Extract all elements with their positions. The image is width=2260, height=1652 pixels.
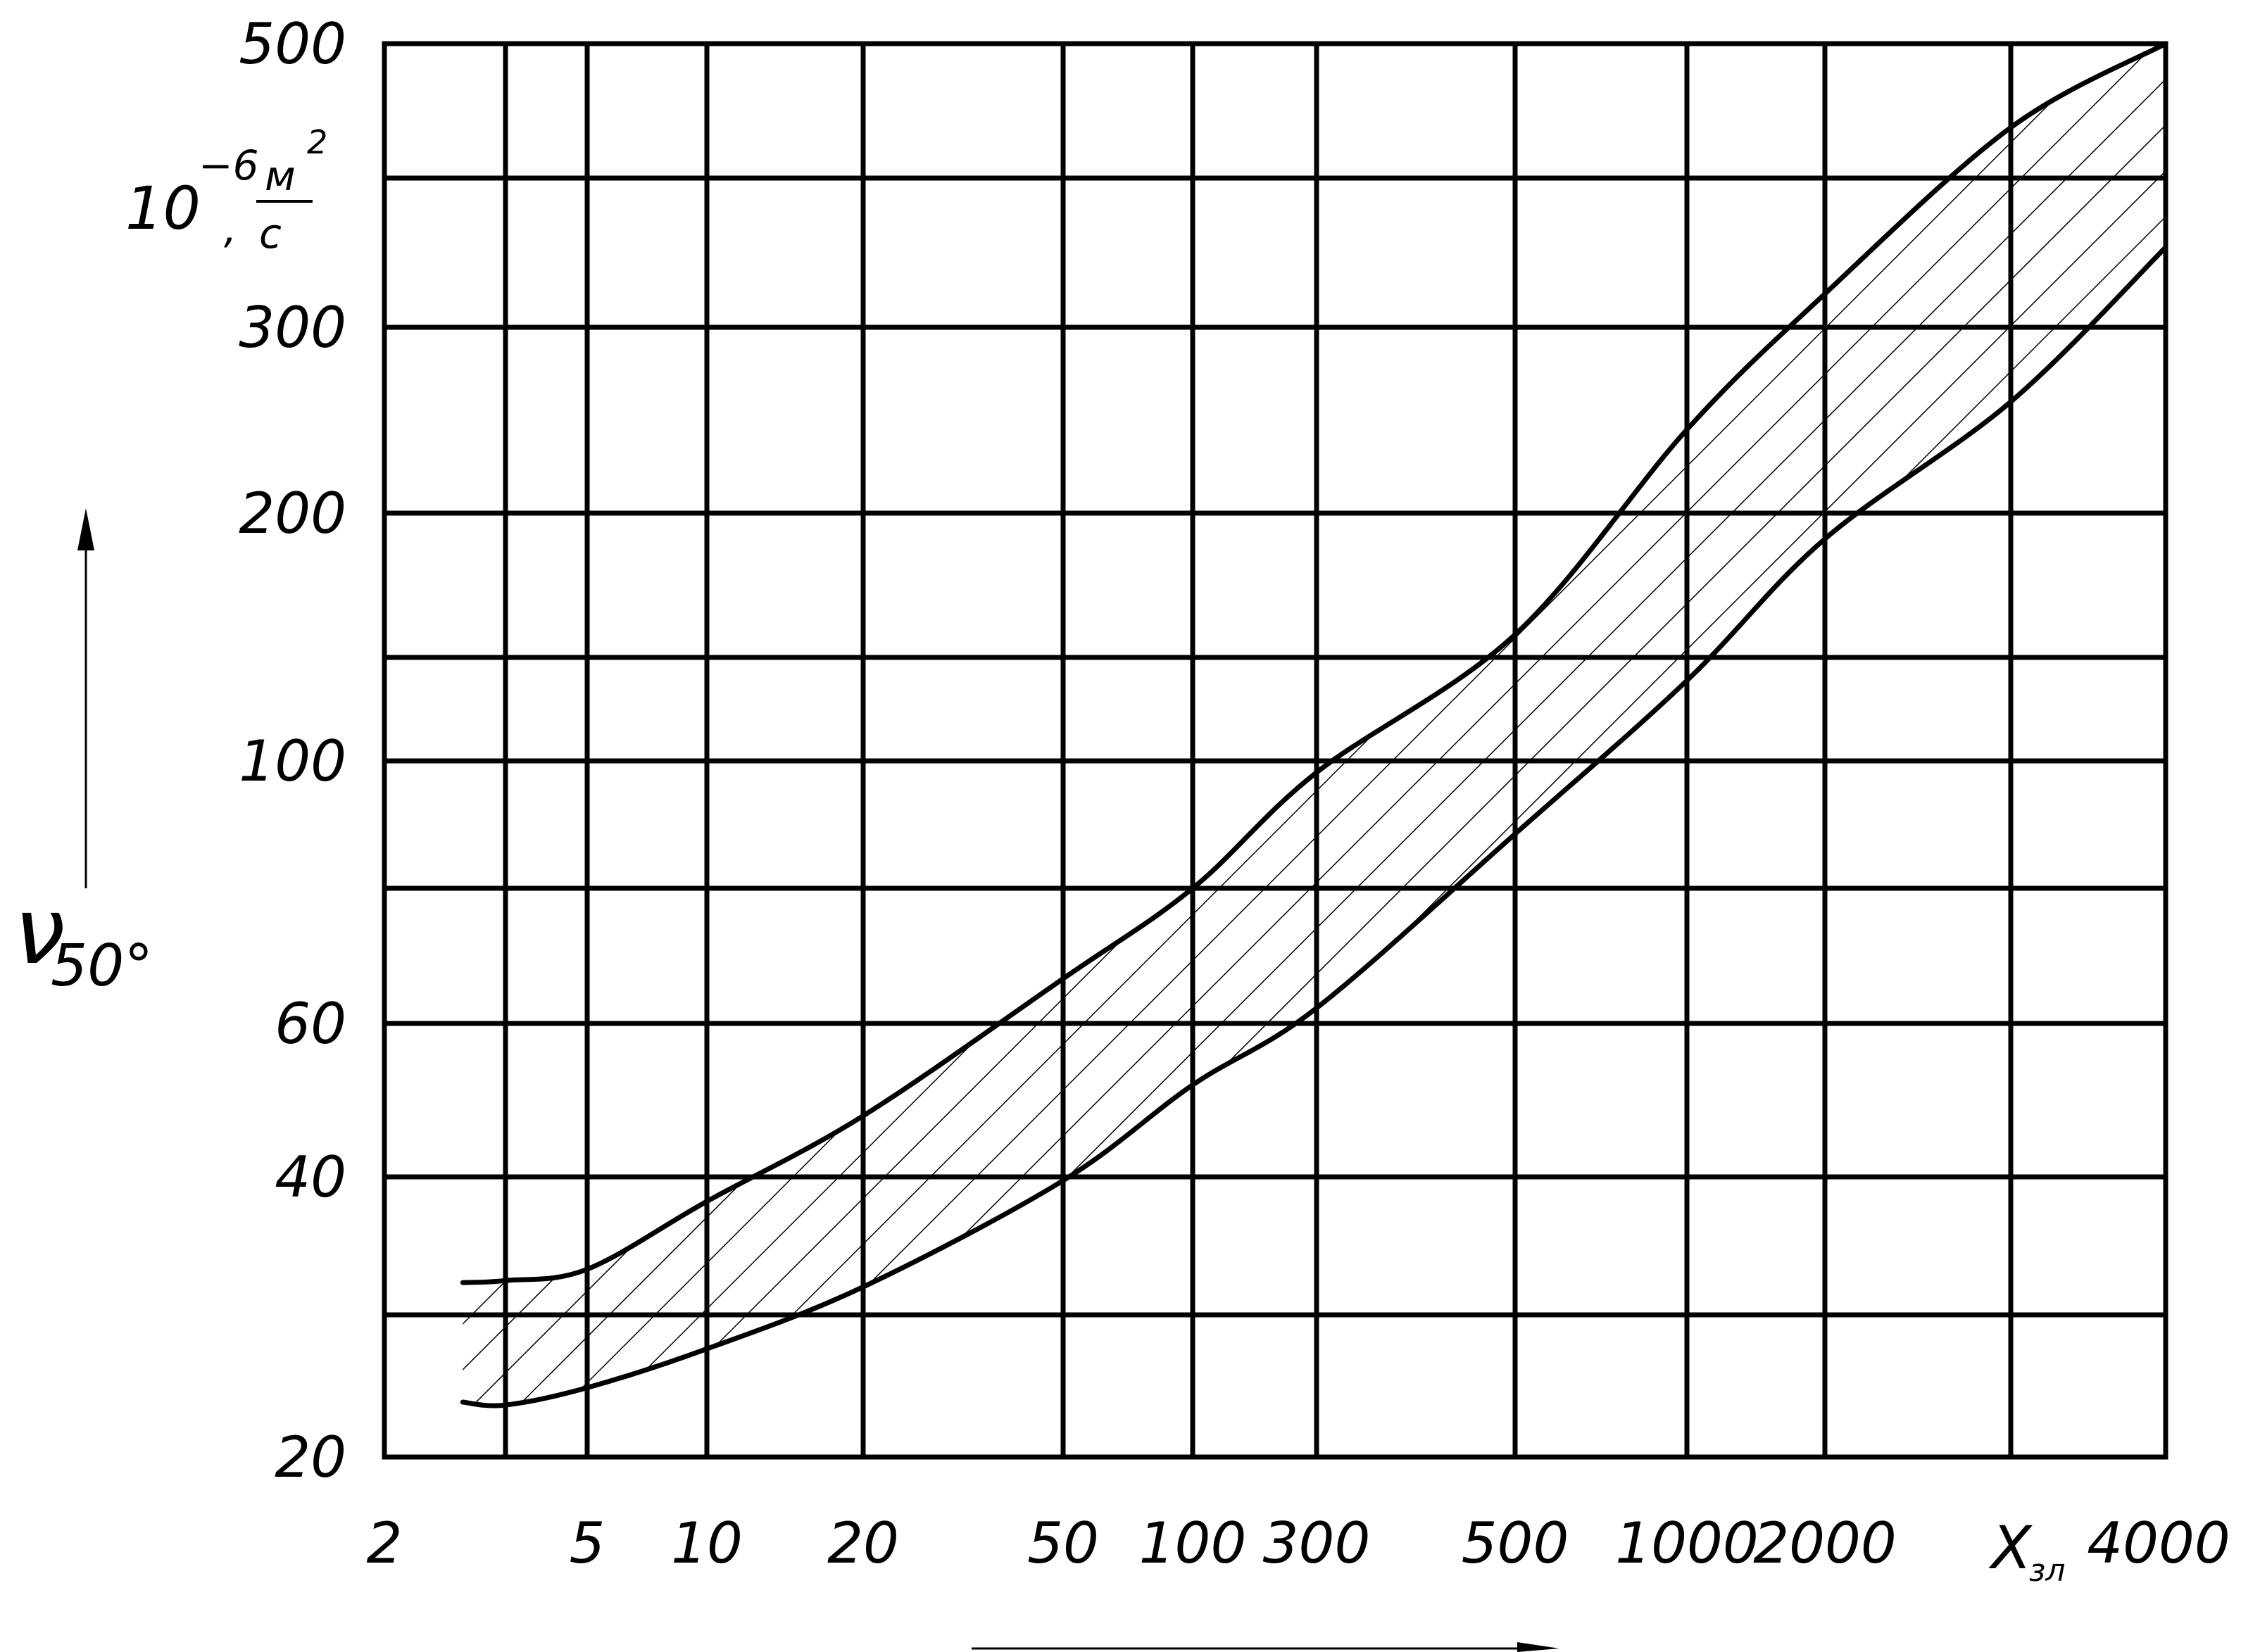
y-unit-denominator: с	[259, 210, 282, 258]
x-axis-arrow-head	[1517, 1642, 1559, 1652]
band-hatch-fill	[463, 44, 2166, 1406]
x-tick-label-500: 500	[1462, 1511, 1569, 1576]
boundary-curves	[460, 44, 2166, 1408]
y-tick-labels: 20 40 60 100 200 300 500	[239, 11, 346, 1490]
y-axis-arrow-head	[77, 508, 94, 550]
x-tick-label-50: 50	[1027, 1511, 1099, 1576]
x-tick-label-2000: 2000	[1753, 1511, 1897, 1576]
x-tick-label-1000: 1000	[1615, 1511, 1759, 1576]
y-tick-label-500: 500	[239, 11, 346, 77]
x-tick-label-300: 300	[1263, 1511, 1371, 1576]
y-tick-label-300: 300	[239, 295, 346, 360]
x-tick-label-20: 20	[827, 1511, 899, 1576]
x-tick-label-4000: 4000	[2087, 1511, 2230, 1576]
y-unit-prefix: 10	[125, 174, 201, 243]
x-tick-label-100: 100	[1139, 1511, 1247, 1576]
y-tick-label-20: 20	[275, 1425, 346, 1490]
x-axis-subscript: зл	[2029, 1553, 2066, 1589]
y-tick-label-60: 60	[275, 991, 346, 1057]
lower-boundary-curve	[460, 244, 2166, 1408]
y-unit-numerator: м	[265, 152, 296, 200]
hatched-band	[463, 44, 2166, 1406]
upper-boundary-curve	[460, 44, 2166, 1285]
y-unit-numerator-exponent: 2	[307, 123, 327, 161]
y-axis-subscript: 50°	[51, 933, 153, 1000]
x-tick-label-10: 10	[671, 1511, 743, 1576]
x-axis-label: X зл	[972, 1513, 2066, 1652]
x-axis-symbol: X	[1988, 1513, 2033, 1582]
y-tick-label-200: 200	[239, 481, 346, 546]
y-unit-exponent: −6	[199, 141, 259, 189]
plot-frame	[382, 41, 2168, 1460]
y-tick-label-100: 100	[239, 729, 346, 794]
y-unit-separator: ,	[224, 205, 237, 253]
x-tick-label-2: 2	[367, 1511, 403, 1576]
y-unit-label: 10 −6 м 2 , с	[125, 123, 327, 258]
y-axis-symbol: ν	[14, 878, 65, 985]
y-axis-label: ν 50°	[14, 508, 153, 1000]
y-tick-label-40: 40	[275, 1145, 346, 1210]
x-tick-label-5: 5	[570, 1511, 605, 1576]
